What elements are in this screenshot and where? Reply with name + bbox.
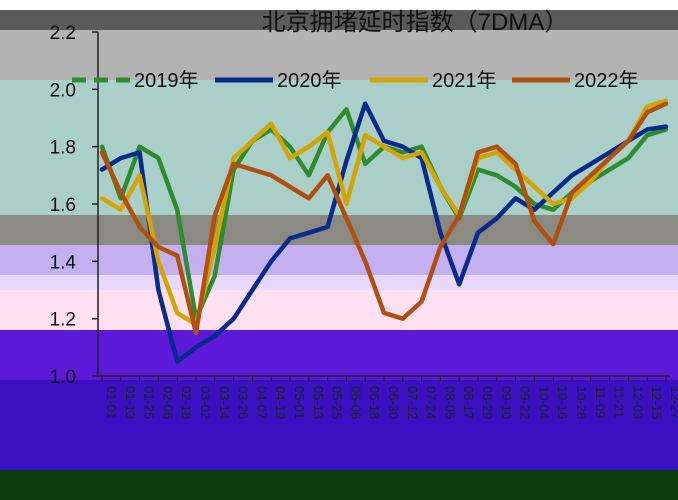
series-group bbox=[99, 98, 669, 364]
y-tick-label: 1.4 bbox=[50, 252, 77, 273]
x-tick-label: 03-14 bbox=[217, 386, 232, 419]
x-tick-label: 05-13 bbox=[311, 386, 326, 419]
x-tick-group: 01-01 01-13 01-25 02-06 02-18 03-02 03-14 03-26… bbox=[101, 376, 678, 419]
x-tick-label: 12-27 bbox=[668, 386, 678, 419]
band-olive-gray bbox=[0, 215, 678, 245]
series-line-4 bbox=[99, 101, 669, 336]
x-tick-label: 05-25 bbox=[330, 386, 345, 419]
band-dark-gray bbox=[0, 10, 678, 30]
y-tick-label: 1.6 bbox=[50, 195, 76, 216]
x-tick-label: 08-17 bbox=[461, 386, 476, 419]
x-tick-label: 12-15 bbox=[649, 386, 664, 419]
x-tick-label: 02-06 bbox=[160, 386, 175, 419]
band-indigo bbox=[0, 380, 678, 470]
band-lavender bbox=[0, 245, 678, 275]
x-tick-label: 08-05 bbox=[442, 386, 457, 419]
x-tick-label: 04-19 bbox=[273, 386, 288, 419]
x-tick-label: 06-18 bbox=[367, 386, 382, 419]
x-tick-label: 10-28 bbox=[574, 386, 589, 419]
x-tick-label: 10-04 bbox=[536, 386, 551, 419]
x-tick-label: 08-29 bbox=[480, 386, 495, 419]
y-tick-label: 1.0 bbox=[50, 367, 76, 388]
band-light-gray bbox=[0, 30, 678, 80]
legend-label-1: 2019年 bbox=[134, 69, 199, 92]
y-tick-label: 1.2 bbox=[50, 310, 76, 331]
x-tick-label: 06-06 bbox=[348, 386, 363, 419]
x-tick-label: 09-22 bbox=[518, 386, 533, 419]
legend-label-4: 2022年 bbox=[574, 69, 639, 92]
x-tick-label: 12-03 bbox=[630, 386, 645, 419]
x-tick-label: 02-18 bbox=[179, 386, 194, 419]
x-tick-label: 10-16 bbox=[555, 386, 570, 419]
band-pink bbox=[0, 290, 678, 330]
y-tick-group: 1.0 1.2 1.4 1.6 1.8 2.0 2.2 bbox=[50, 23, 98, 388]
band-violet bbox=[0, 330, 678, 380]
legend-label-2: 2020年 bbox=[277, 69, 342, 92]
x-tick-label: 01-13 bbox=[123, 386, 138, 419]
band-dark-green bbox=[0, 470, 678, 500]
band-top bbox=[0, 0, 678, 10]
x-tick-label: 03-26 bbox=[236, 386, 251, 419]
x-tick-label: 05-01 bbox=[292, 386, 307, 419]
x-tick-label: 01-01 bbox=[104, 386, 119, 419]
y-tick-label: 2.0 bbox=[50, 80, 76, 101]
x-tick-label: 07-12 bbox=[405, 386, 420, 419]
x-tick-label: 04-07 bbox=[254, 386, 269, 419]
series-line-2 bbox=[99, 101, 669, 364]
x-tick-label: 01-25 bbox=[142, 386, 157, 419]
x-tick-label: 06-30 bbox=[386, 386, 401, 419]
legend: 2019年 2020年 2021年 2022年 bbox=[72, 69, 639, 92]
y-tick-label: 2.2 bbox=[50, 23, 76, 44]
x-tick-label: 11-21 bbox=[612, 386, 627, 418]
y-tick-label: 1.8 bbox=[50, 138, 76, 159]
x-tick-label: 09-10 bbox=[499, 386, 514, 419]
chart-title: 北京拥堵延时指数（7DMA） bbox=[262, 9, 569, 36]
legend-label-3: 2021年 bbox=[432, 69, 497, 92]
x-tick-label: 11-09 bbox=[593, 386, 608, 418]
x-tick-label: 07-24 bbox=[424, 386, 439, 419]
x-tick-label: 03-02 bbox=[198, 386, 213, 419]
